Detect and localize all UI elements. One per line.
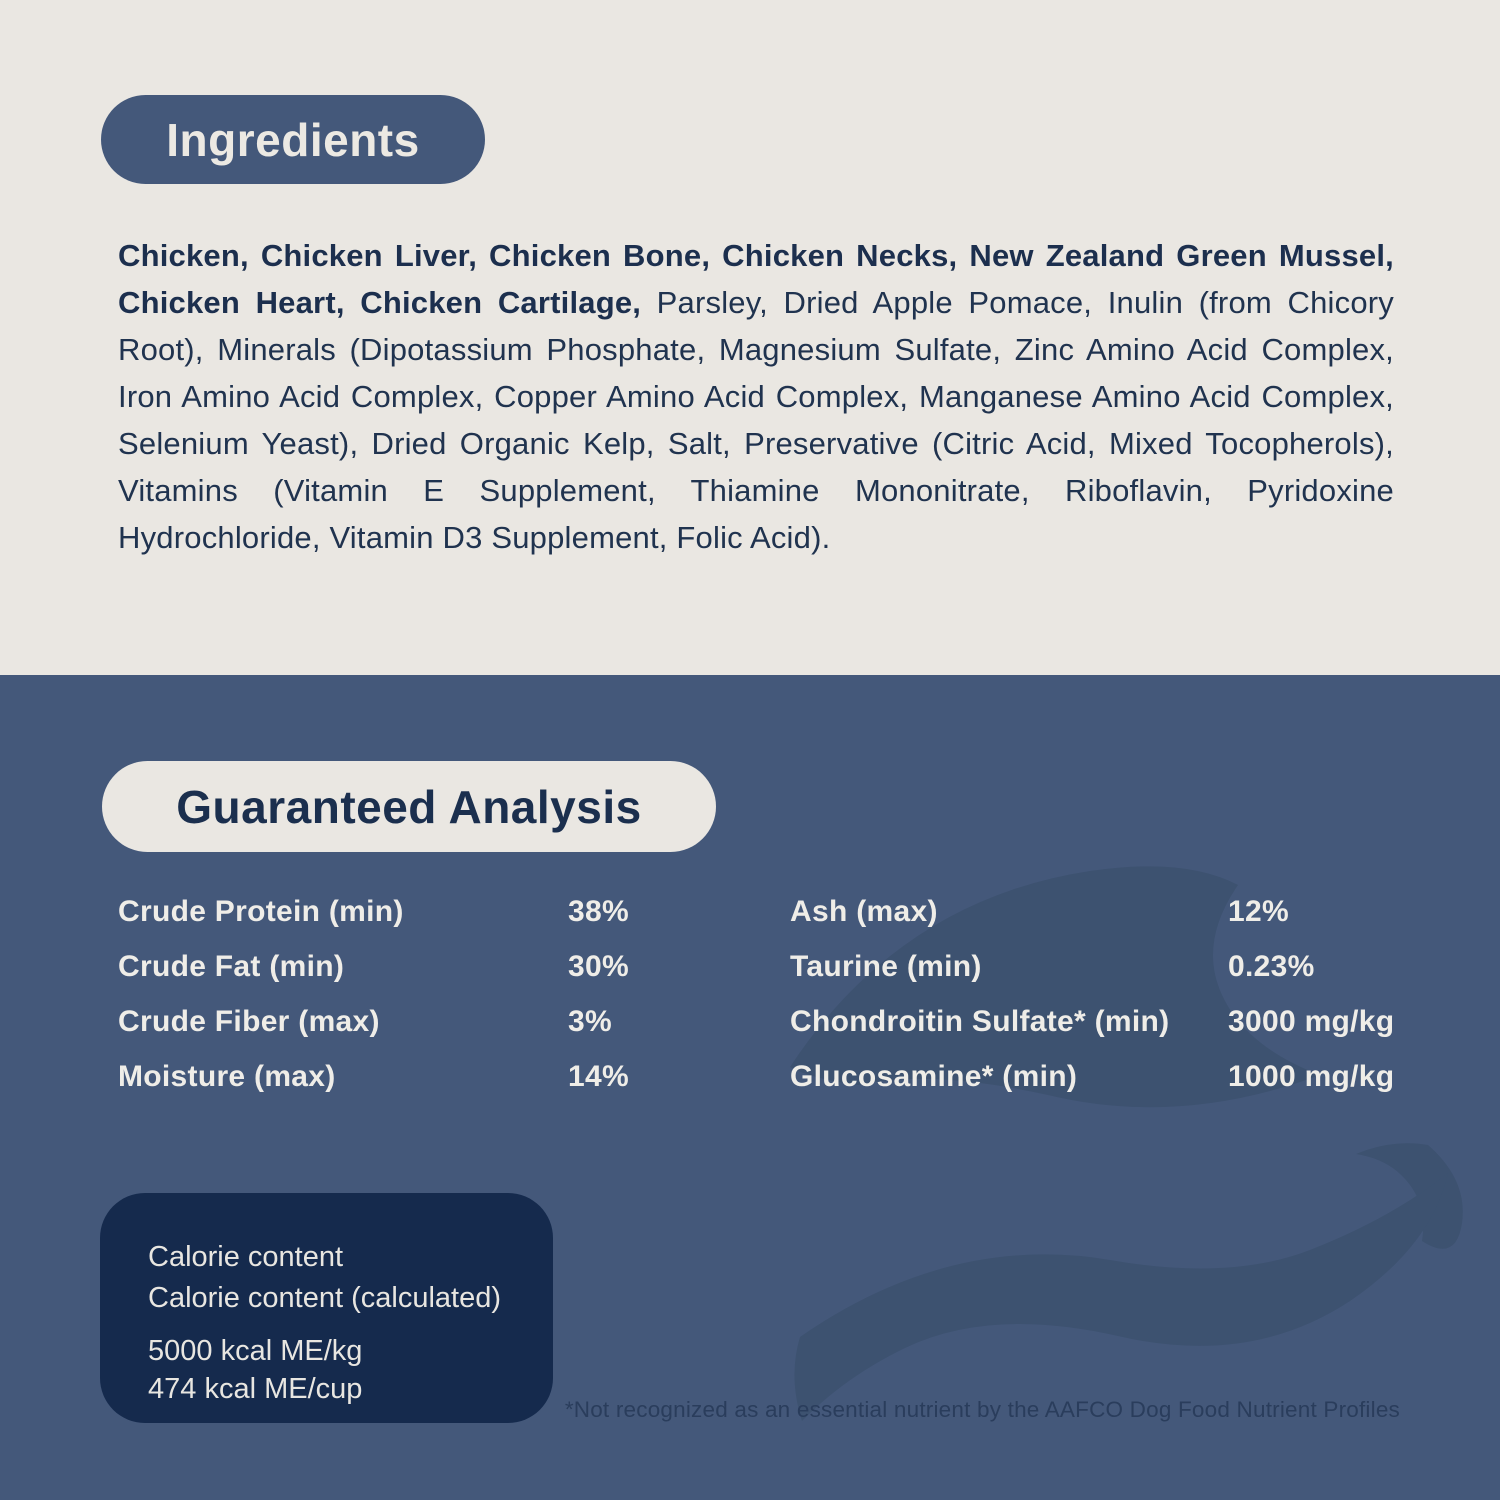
ingredients-primary-list: Chicken, Chicken Liver, Chicken Bone, Ch…: [118, 238, 1394, 320]
calorie-content-calculated-line: Calorie content (calculated): [148, 1282, 502, 1314]
analysis-value: 3%: [568, 1005, 612, 1038]
analysis-label: Moisture (max): [118, 1060, 336, 1093]
guaranteed-analysis-section: Guaranteed Analysis Crude Protein (min) …: [0, 675, 1500, 1500]
analysis-label: Crude Fat (min): [118, 950, 345, 983]
analysis-value: 0.23%: [1228, 950, 1315, 983]
guaranteed-analysis-table: Crude Protein (min) 38% Ash (max) 12% Cr…: [118, 896, 1408, 1116]
calorie-content-values: 5000 kcal ME/kg 474 kcal ME/cup: [148, 1332, 513, 1408]
analysis-label: Taurine (min): [790, 950, 982, 983]
ingredients-section: Ingredients Chicken, Chicken Liver, Chic…: [0, 0, 1500, 675]
calorie-value-per-cup: 474 kcal ME/cup: [148, 1373, 363, 1405]
calorie-value-per-kg: 5000 kcal ME/kg: [148, 1335, 363, 1367]
analysis-value: 3000 mg/kg: [1228, 1005, 1395, 1038]
guaranteed-analysis-heading-pill: Guaranteed Analysis: [102, 761, 716, 852]
guaranteed-analysis-heading: Guaranteed Analysis: [176, 780, 642, 833]
ingredients-heading: Ingredients: [166, 113, 420, 166]
calorie-content-line: Calorie content: [148, 1241, 344, 1273]
analysis-label: Glucosamine* (min): [790, 1060, 1078, 1093]
ingredients-paragraph: Chicken, Chicken Liver, Chicken Bone, Ch…: [118, 232, 1394, 561]
analysis-value: 14%: [568, 1060, 629, 1093]
analysis-value: 30%: [568, 950, 629, 983]
calorie-content-headings: Calorie content Calorie content (calcula…: [148, 1237, 513, 1319]
ingredients-heading-pill: Ingredients: [101, 95, 485, 184]
wave-watermark-curl: [1356, 1143, 1463, 1249]
ingredients-secondary-list: Parsley, Dried Apple Pomace, Inulin (fro…: [118, 285, 1394, 555]
analysis-value: 12%: [1228, 895, 1289, 928]
analysis-label: Ash (max): [790, 895, 938, 928]
calorie-content-box: Calorie content Calorie content (calcula…: [100, 1193, 553, 1423]
analysis-label: Chondroitin Sulfate* (min): [790, 1005, 1170, 1038]
analysis-value: 38%: [568, 895, 629, 928]
aafco-footnote: *Not recognized as an essential nutrient…: [564, 1397, 1400, 1422]
analysis-label: Crude Protein (min): [118, 895, 404, 928]
wave-watermark-lower: [794, 1173, 1448, 1421]
analysis-label: Crude Fiber (max): [118, 1005, 380, 1038]
analysis-value: 1000 mg/kg: [1228, 1060, 1395, 1093]
